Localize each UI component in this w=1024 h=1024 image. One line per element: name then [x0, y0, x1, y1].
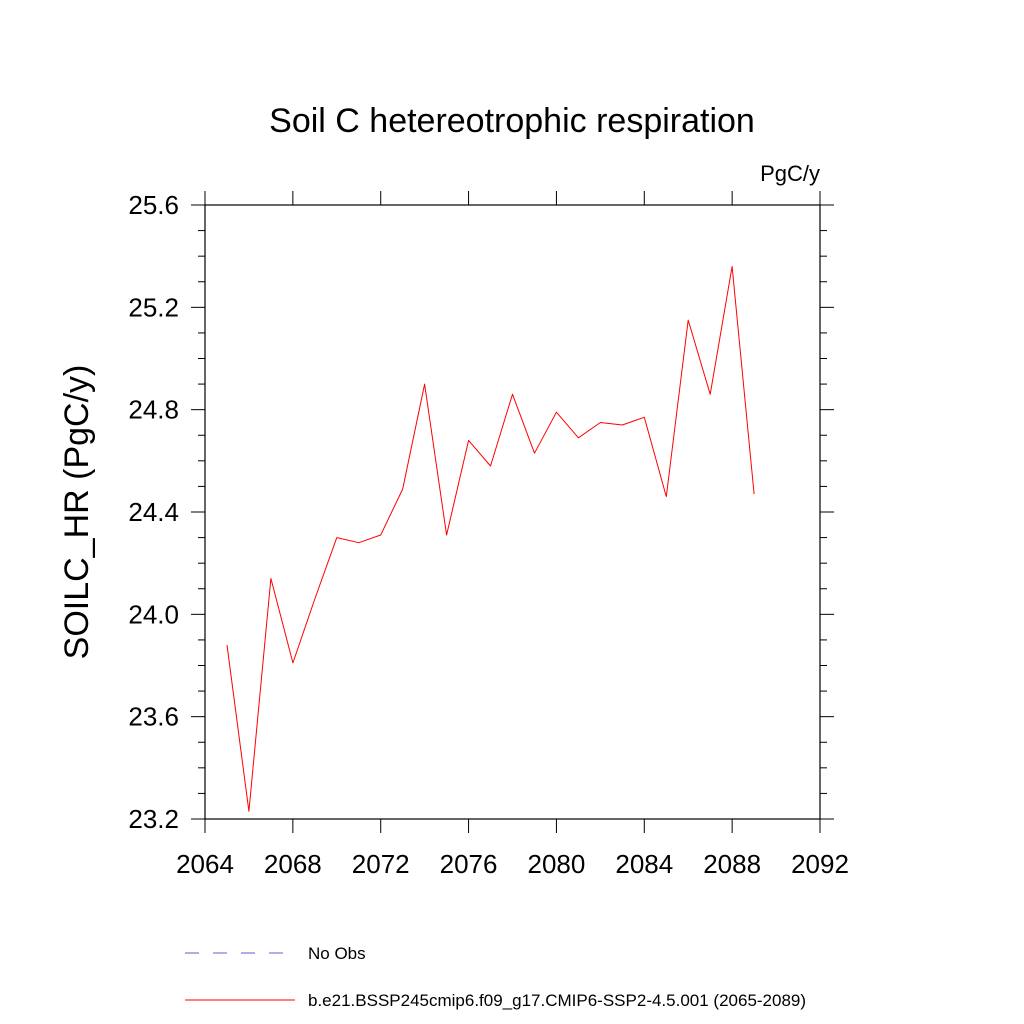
x-tick-label: 2088 [703, 849, 761, 879]
y-tick-label: 23.6 [128, 702, 179, 732]
legend-label-model-run: b.e21.BSSP245cmip6.f09_g17.CMIP6-SSP2-4.… [308, 991, 806, 1010]
x-axis: 2064 2068 2072 2076 2080 2084 2088 2092 [176, 191, 849, 879]
x-tick-label: 2076 [440, 849, 498, 879]
units-label: PgC/y [760, 161, 820, 186]
y-tick-label: 24.4 [128, 497, 179, 527]
y-tick-label: 25.2 [128, 292, 179, 322]
x-tick-label: 2084 [615, 849, 673, 879]
y-tick-label: 25.6 [128, 190, 179, 220]
chart-title: Soil C hetereotrophic respiration [269, 102, 755, 140]
y-tick-label: 23.2 [128, 804, 179, 834]
plot-frame [204, 204, 821, 820]
y-tick-label: 24.0 [128, 599, 179, 629]
y-tick-label: 24.8 [128, 395, 179, 425]
legend-label-no-obs: No Obs [308, 944, 366, 963]
y-axis-label: SOILC_HR (PgC/y) [58, 365, 96, 660]
series-layer [226, 265, 755, 812]
x-tick-label: 2068 [264, 849, 322, 879]
x-tick-label: 2092 [791, 849, 849, 879]
series-line-model-run [226, 265, 755, 812]
y-axis: 23.2 23.6 24.0 24.4 24.8 25.2 25.6 [128, 190, 834, 834]
x-tick-label: 2072 [352, 849, 410, 879]
legend: No Obs b.e21.BSSP245cmip6.f09_g17.CMIP6-… [185, 944, 806, 1010]
x-tick-label: 2064 [176, 849, 234, 879]
x-tick-label: 2080 [528, 849, 586, 879]
